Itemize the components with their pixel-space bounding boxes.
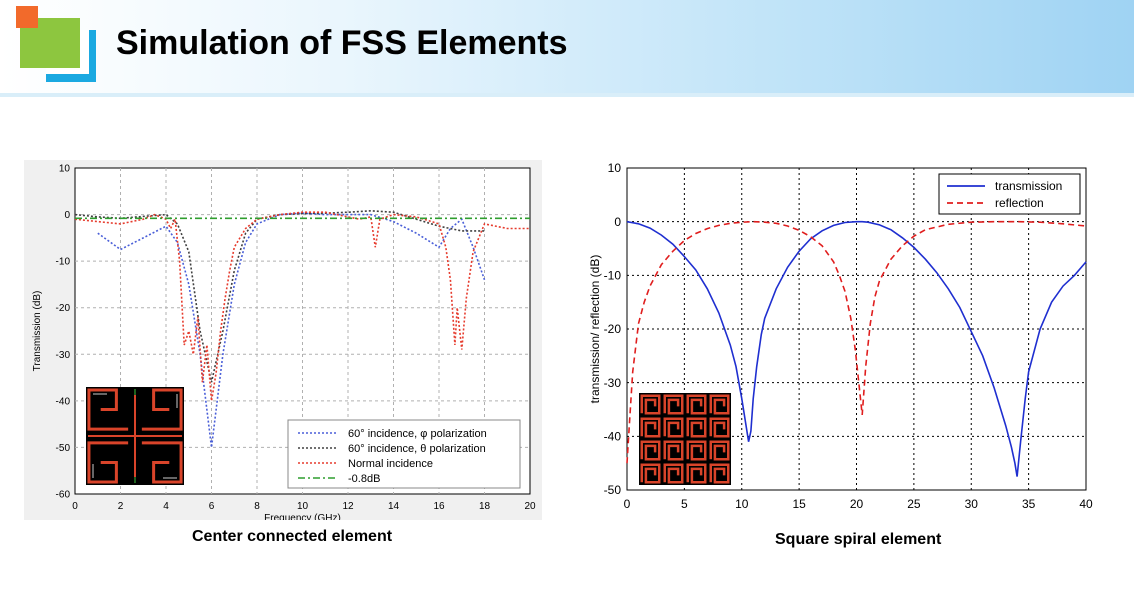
y-tick-label: -30 [56, 350, 71, 361]
x-tick-label: 12 [342, 501, 354, 512]
y-tick-label: -40 [56, 396, 71, 407]
x-tick-label: 8 [254, 501, 260, 512]
y-tick-label: 10 [59, 164, 71, 175]
series-line [97, 212, 486, 448]
y-tick-label: 0 [614, 215, 621, 229]
legend-entry: -0.8dB [348, 473, 380, 485]
x-tick-label: 16 [433, 501, 445, 512]
y-tick-label: -20 [56, 303, 71, 314]
y-tick-label: -20 [604, 322, 622, 336]
x-tick-label: 0 [72, 501, 78, 512]
x-tick-label: 25 [907, 497, 921, 508]
y-axis-label: Transmission (dB) [32, 291, 43, 372]
y-tick-label: -30 [604, 376, 622, 390]
x-axis-label: Frequency (GHz) [264, 513, 341, 520]
y-tick-label: -60 [56, 490, 71, 501]
x-tick-label: 15 [792, 497, 806, 508]
x-tick-label: 4 [163, 501, 169, 512]
x-tick-label: 35 [1022, 497, 1036, 508]
series-line [74, 211, 530, 402]
chart-center-connected: 0 2 4 6 8 10 12 14 16 18 20 10 0 -10 -20 -30 -40 -50 -60 Fr… [24, 160, 542, 525]
legend-entry: Normal incidence [348, 458, 433, 470]
x-tick-label: 10 [297, 501, 309, 512]
x-tick-label: 2 [118, 501, 124, 512]
fss-center-connected-inset [86, 387, 184, 485]
legend-entry: transmission [995, 179, 1062, 193]
series-line [626, 220, 1087, 477]
legend-box [938, 173, 1081, 215]
y-axis-label: transmission/ reflection (dB) [588, 255, 602, 404]
y-tick-label: -40 [604, 430, 622, 444]
caption-square-spiral: Square spiral element [775, 531, 942, 548]
legend-entry: 60° incidence, φ polarization [348, 428, 487, 440]
chart-left-svg: 0 2 4 6 8 10 12 14 16 18 20 10 0 -10 -20 -30 -40 -50 -60 Fr… [32, 164, 536, 525]
legend-entry: reflection [995, 196, 1044, 210]
series-line [74, 209, 485, 383]
page-title: Simulation of FSS Elements [116, 24, 568, 62]
y-tick-label: -10 [604, 269, 622, 283]
x-tick-label: 6 [209, 501, 215, 512]
y-tick-label: -50 [56, 443, 71, 454]
x-tick-label: 18 [479, 501, 491, 512]
x-tick-label: 5 [681, 497, 688, 508]
x-tick-label: 20 [524, 501, 536, 512]
series-line [626, 220, 1087, 464]
chart-square-spiral: 0510152025303540100-10-20-30-40-50f（GHz）… [583, 160, 1096, 525]
header-banner: Simulation of FSS Elements [0, 0, 1134, 93]
fss-square-spiral-inset [639, 393, 731, 485]
x-tick-label: 20 [850, 497, 864, 508]
y-tick-label: -10 [56, 257, 71, 268]
x-tick-label: 40 [1079, 497, 1093, 508]
x-tick-label: 10 [735, 497, 749, 508]
chart-right-svg: 0510152025303540100-10-20-30-40-50f（GHz）… [588, 161, 1093, 525]
y-tick-label: -50 [604, 483, 622, 497]
logo-orange-square [16, 6, 38, 28]
y-tick-label: 10 [608, 161, 622, 175]
x-tick-label: 14 [388, 501, 400, 512]
legend-box [287, 419, 521, 489]
header-divider [0, 93, 1134, 97]
y-tick-label: 0 [64, 210, 70, 221]
x-tick-label: 30 [965, 497, 979, 508]
legend-entry: 60° incidence, θ polarization [348, 443, 486, 455]
logo [16, 6, 96, 82]
x-tick-label: 0 [624, 497, 631, 508]
caption-center-connected: Center connected element [192, 528, 393, 545]
